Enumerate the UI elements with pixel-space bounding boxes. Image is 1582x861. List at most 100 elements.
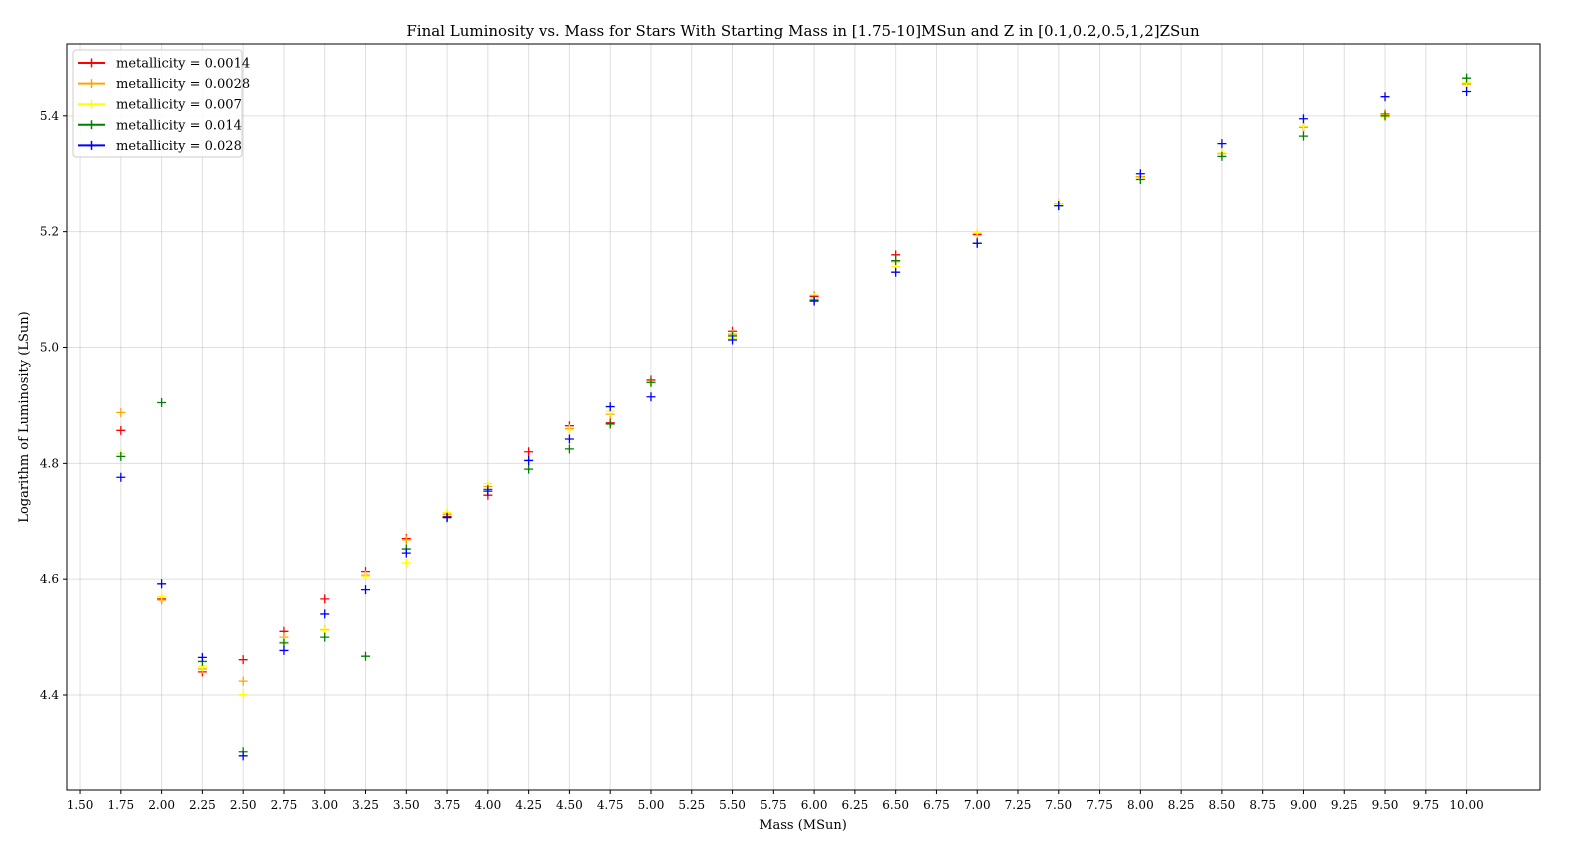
data-point: [891, 267, 901, 277]
y-tick-label: 4.6: [40, 572, 59, 586]
data-point: [1054, 201, 1064, 211]
x-tick-label: 8.75: [1249, 798, 1276, 812]
data-point: [972, 238, 982, 248]
data-point: [605, 402, 615, 412]
x-tick-label: 9.75: [1412, 798, 1439, 812]
legend-item: metallicity = 0.0014: [78, 57, 250, 72]
legend-marker-swatch: [87, 140, 96, 150]
x-tick-label: 4.75: [597, 798, 624, 812]
data-point: [564, 425, 574, 435]
data-point: [524, 447, 534, 457]
data-point: [524, 464, 534, 474]
data-point: [1217, 151, 1227, 161]
x-tick-label: 7.00: [964, 798, 991, 812]
x-tick-label: 2.50: [230, 798, 257, 812]
x-tick-label: 7.75: [1086, 798, 1113, 812]
y-tick-label: 5.4: [40, 109, 59, 123]
data-point: [116, 451, 126, 461]
data-point: [564, 434, 574, 444]
legend-item: metallicity = 0.028: [78, 139, 242, 154]
x-tick-label: 2.00: [148, 798, 175, 812]
data-point: [401, 558, 411, 568]
y-tick-label: 4.8: [40, 456, 59, 470]
plot-frame: [66, 43, 1541, 791]
x-tick-label: 3.50: [393, 798, 420, 812]
x-tick-label: 4.50: [556, 798, 583, 812]
legend: metallicity = 0.0014 metallicity = 0.0028…: [72, 49, 250, 158]
data-points: [116, 73, 1472, 761]
data-point: [238, 655, 248, 665]
data-point: [157, 592, 167, 602]
data-point: [1298, 114, 1308, 124]
x-tick-label: 2.75: [271, 798, 298, 812]
legend-label: metallicity = 0.028: [116, 139, 242, 154]
series-5: [116, 86, 1472, 761]
data-point: [809, 296, 819, 306]
x-tick-label: 7.50: [1045, 798, 1072, 812]
x-tick-label: 3.00: [311, 798, 338, 812]
legend-marker-swatch: [87, 120, 96, 130]
data-point: [401, 535, 411, 545]
x-tick-label: 2.25: [189, 798, 216, 812]
data-point: [891, 256, 901, 266]
x-tick-label: 8.25: [1168, 798, 1195, 812]
x-tick-label: 6.25: [842, 798, 869, 812]
x-tick-label: 4.00: [474, 798, 501, 812]
data-point: [564, 444, 574, 454]
data-point: [197, 652, 207, 662]
data-point: [361, 585, 371, 595]
series-4: [116, 73, 1472, 757]
series-2: [116, 79, 1472, 686]
x-tick-label: 7.25: [1005, 798, 1032, 812]
data-point: [116, 425, 126, 435]
data-point: [238, 689, 248, 699]
x-tick-label: 9.00: [1290, 798, 1317, 812]
data-point: [238, 676, 248, 686]
data-point: [483, 486, 493, 496]
legend-marker-swatch: [87, 58, 96, 68]
series-3: [116, 77, 1472, 699]
data-point: [401, 548, 411, 558]
series-1: [116, 79, 1472, 677]
grid-lines: [67, 44, 1540, 790]
data-point: [442, 512, 452, 522]
legend-label: metallicity = 0.0014: [116, 57, 250, 72]
data-point: [361, 651, 371, 661]
data-point: [646, 377, 656, 387]
legend-label: metallicity = 0.0028: [116, 77, 250, 92]
data-point: [1462, 73, 1472, 83]
data-point: [157, 579, 167, 589]
legend-marker-swatch: [87, 99, 96, 109]
legend-item: metallicity = 0.014: [78, 118, 242, 133]
data-point: [605, 419, 615, 429]
y-tick-label: 4.4: [40, 688, 59, 702]
data-point: [116, 407, 126, 417]
x-tick-label: 5.50: [719, 798, 746, 812]
x-tick-label: 6.75: [923, 798, 950, 812]
x-tick-label: 8.50: [1209, 798, 1236, 812]
data-point: [1298, 121, 1308, 131]
data-point: [320, 594, 330, 604]
data-point: [279, 638, 289, 648]
chart-title: Final Luminosity vs. Mass for Stars With…: [406, 22, 1200, 40]
legend-label: metallicity = 0.007: [116, 98, 242, 113]
x-tick-label: 3.75: [434, 798, 461, 812]
axis-ticks: 1.50 1.75 2.00 2.25 2.50 2.75 3.00 3.25 3.50 3.75…: [40, 109, 1484, 812]
x-tick-label: 9.25: [1331, 798, 1358, 812]
x-tick-label: 6.00: [801, 798, 828, 812]
data-point: [1217, 139, 1227, 149]
data-point: [157, 398, 167, 408]
x-tick-label: 9.50: [1372, 798, 1399, 812]
x-tick-label: 1.50: [67, 798, 94, 812]
data-point: [320, 632, 330, 642]
data-point: [361, 571, 371, 581]
data-point: [279, 645, 289, 655]
data-point: [1380, 111, 1390, 121]
data-point: [1462, 86, 1472, 96]
data-point: [320, 609, 330, 619]
y-axis-label: Logarithm of Luminosity (LSun): [17, 311, 32, 522]
data-point: [972, 228, 982, 238]
data-point: [728, 335, 738, 345]
x-tick-label: 5.00: [638, 798, 665, 812]
legend-item: metallicity = 0.007: [78, 98, 242, 113]
